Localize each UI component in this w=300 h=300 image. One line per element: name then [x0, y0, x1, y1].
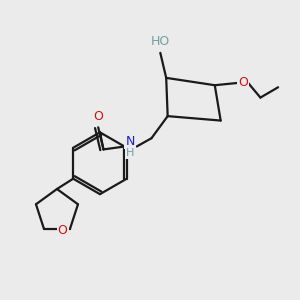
Text: H: H [126, 148, 134, 158]
Text: O: O [238, 76, 248, 89]
Text: O: O [93, 110, 103, 123]
Text: N: N [125, 135, 135, 148]
Text: O: O [58, 224, 68, 237]
Text: HO: HO [151, 35, 170, 48]
